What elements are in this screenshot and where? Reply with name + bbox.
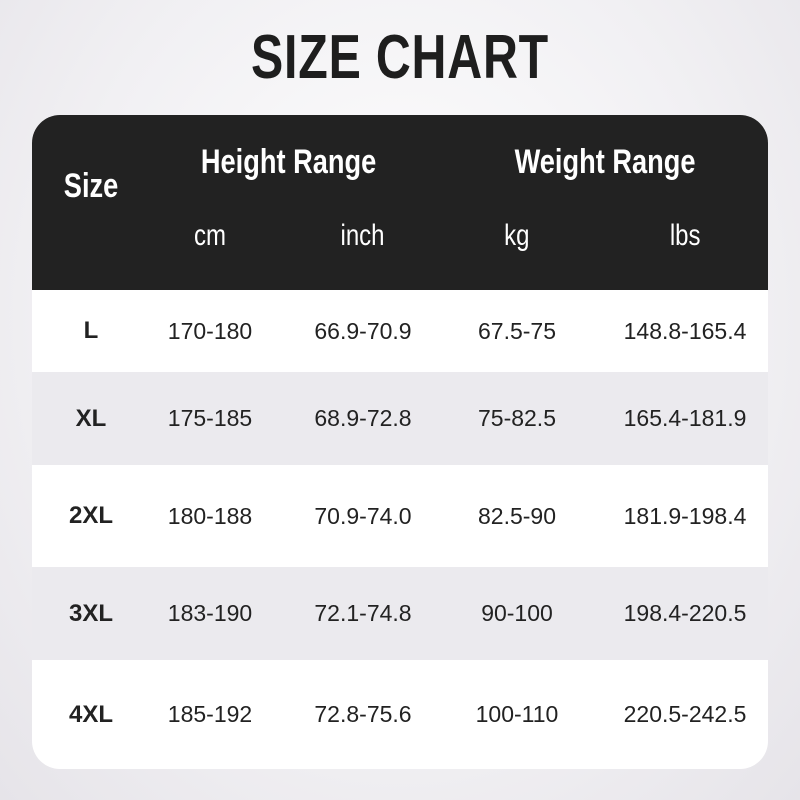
size-header: Size bbox=[63, 167, 119, 205]
cell-inch: 72.8-75.6 bbox=[314, 701, 412, 727]
unit-inch: inch bbox=[340, 219, 386, 252]
cell-size: 3XL bbox=[68, 599, 113, 627]
cell-inch: 68.9-72.8 bbox=[314, 405, 412, 431]
cell-size: 4XL bbox=[68, 700, 113, 728]
unit-kg: kg bbox=[504, 219, 530, 252]
table-row: 4XL 185-192 72.8-75.6 100-110 220.5-242.5 bbox=[32, 660, 768, 769]
unit-cm: cm bbox=[194, 219, 226, 252]
cell-inch: 66.9-70.9 bbox=[314, 317, 412, 344]
cell-lbs: 148.8-165.4 bbox=[623, 317, 747, 344]
table-row: 2XL 180-188 70.9-74.0 82.5-90 181.9-198.4 bbox=[32, 465, 768, 567]
cell-cm: 170-180 bbox=[167, 317, 253, 344]
cell-size: L bbox=[83, 317, 99, 344]
weight-range-header: Weight Range bbox=[514, 143, 696, 181]
height-range-header: Height Range bbox=[201, 143, 377, 181]
cell-cm: 183-190 bbox=[167, 600, 253, 626]
cell-kg: 82.5-90 bbox=[477, 502, 556, 529]
cell-kg: 100-110 bbox=[475, 701, 559, 727]
table-row: L 170-180 66.9-70.9 67.5-75 148.8-165.4 bbox=[32, 290, 768, 372]
cell-size: 2XL bbox=[68, 502, 113, 529]
cell-cm: 180-188 bbox=[167, 502, 253, 529]
cell-cm: 175-185 bbox=[167, 405, 253, 431]
table-header: Size Height Range Weight Range cm inch k… bbox=[32, 115, 768, 290]
table-row: 3XL 183-190 72.1-74.8 90-100 198.4-220.5 bbox=[32, 567, 768, 660]
cell-inch: 72.1-74.8 bbox=[314, 600, 412, 626]
cell-kg: 67.5-75 bbox=[477, 317, 556, 344]
size-chart-table: Size Height Range Weight Range cm inch k… bbox=[32, 115, 768, 769]
cell-lbs: 165.4-181.9 bbox=[623, 405, 747, 431]
table-row: XL 175-185 68.9-72.8 75-82.5 165.4-181.9 bbox=[32, 372, 768, 465]
cell-size: XL bbox=[75, 404, 107, 432]
unit-lbs: lbs bbox=[669, 219, 701, 252]
cell-kg: 90-100 bbox=[481, 600, 553, 626]
cell-lbs: 220.5-242.5 bbox=[623, 701, 747, 727]
cell-lbs: 198.4-220.5 bbox=[623, 600, 747, 626]
page-title: SIZE CHART bbox=[251, 23, 549, 92]
cell-lbs: 181.9-198.4 bbox=[623, 502, 747, 529]
cell-cm: 185-192 bbox=[167, 701, 253, 727]
cell-kg: 75-82.5 bbox=[477, 405, 556, 431]
cell-inch: 70.9-74.0 bbox=[314, 502, 412, 529]
